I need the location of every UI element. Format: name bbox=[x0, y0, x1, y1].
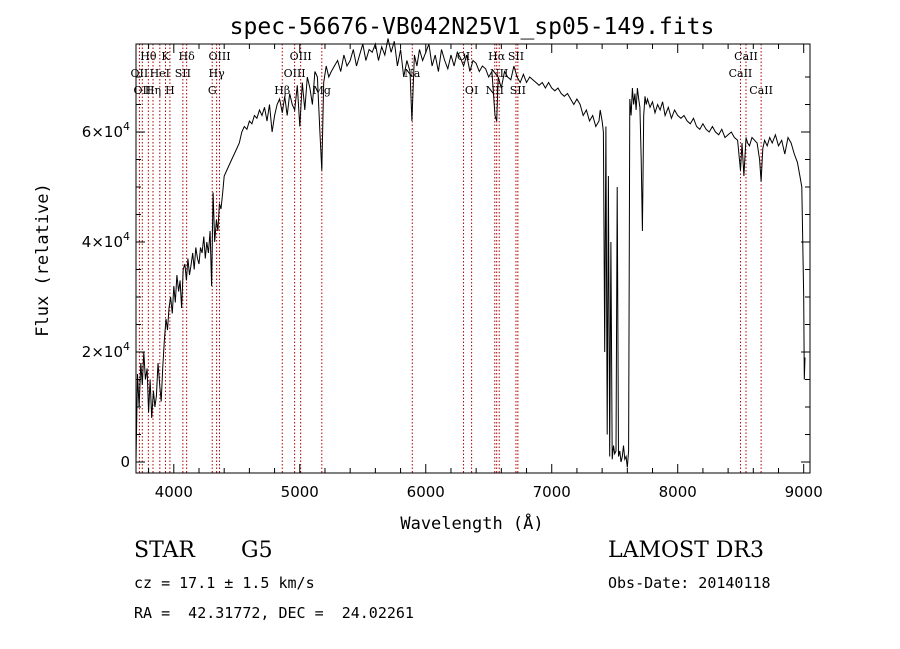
spectral-line-label: Na bbox=[404, 67, 421, 80]
x-tick-label: 9000 bbox=[785, 483, 823, 501]
spectral-line-labels: OIIOIIHθHηHeIKHSIIHδGHγOIIIHβOIIIOIIIMgN… bbox=[131, 50, 773, 97]
spectral-line-label: Hβ bbox=[274, 84, 290, 97]
spectral-line-label: OII bbox=[133, 84, 151, 97]
y-tick-label: 6×104 bbox=[82, 120, 130, 141]
spectral-line-label: OIII bbox=[284, 67, 306, 80]
x-tick-label: 6000 bbox=[407, 483, 445, 501]
spectral-line-label: Hα bbox=[488, 50, 506, 63]
y-tick-mantissa: 6×10 bbox=[82, 123, 123, 141]
spectral-line-label: H bbox=[165, 84, 175, 97]
spectral-line-label: SII bbox=[508, 50, 524, 63]
spectral-line-label: Hθ bbox=[140, 50, 157, 63]
spectral-line-label: CaII bbox=[749, 84, 773, 97]
chart-title: spec-56676-VB042N25V1_sp05-149.fits bbox=[230, 14, 715, 40]
spectral-line-label: SII bbox=[175, 67, 191, 80]
spectral-line-label: Hδ bbox=[179, 50, 196, 63]
y-axis-label: Flux (relative) bbox=[33, 183, 53, 337]
y-tick-label: 4×104 bbox=[82, 230, 130, 251]
x-tick-label: 7000 bbox=[533, 483, 571, 501]
spectral-line-label: OII bbox=[131, 67, 149, 80]
x-tick-label: 5000 bbox=[281, 483, 319, 501]
spectral-line-label: Hγ bbox=[209, 67, 226, 80]
y-tick-exponent: 4 bbox=[123, 340, 130, 353]
x-axis-label: Wavelength (Å) bbox=[400, 512, 543, 534]
spectral-line-label: HeI bbox=[150, 67, 170, 80]
y-tick-label: 0 bbox=[120, 453, 130, 471]
ra-dec-coordinates: RA = 42.31772, DEC = 24.02261 bbox=[134, 604, 414, 622]
y-tick-mantissa: 4×10 bbox=[82, 233, 123, 251]
spectrum-line bbox=[135, 38, 806, 468]
spectral-line-label: CaII bbox=[729, 67, 753, 80]
spectral-line-label: CaII bbox=[734, 50, 758, 63]
x-tick-label: 8000 bbox=[659, 483, 697, 501]
spectral-line-label: Mg bbox=[313, 84, 331, 97]
spectral-line-label: OIII bbox=[290, 50, 312, 63]
spectral-line-label: OIII bbox=[208, 50, 230, 63]
y-tick-label: 2×104 bbox=[82, 340, 130, 361]
redshift-cz: cz = 17.1 ± 1.5 km/s bbox=[134, 574, 315, 592]
y-tick-exponent: 4 bbox=[123, 120, 130, 133]
spectral-line-label: K bbox=[161, 50, 170, 63]
object-subclass: G5 bbox=[241, 538, 273, 563]
survey-name: LAMOST DR3 bbox=[608, 538, 764, 563]
y-tick-mantissa: 0 bbox=[120, 453, 130, 471]
plot-frame bbox=[135, 43, 811, 474]
spectral-line-label: Hη bbox=[145, 84, 161, 97]
x-tick-label: 4000 bbox=[155, 483, 193, 501]
spectral-line-label: OI bbox=[457, 50, 470, 63]
spectral-line-label: G bbox=[208, 84, 217, 97]
spectral-line-label: NII bbox=[486, 84, 504, 97]
y-tick-mantissa: 2×10 bbox=[82, 343, 123, 361]
observation-date: Obs-Date: 20140118 bbox=[608, 574, 771, 592]
y-tick-exponent: 4 bbox=[123, 230, 130, 243]
x-axis-ticks: 4000 5000 6000 7000 8000 9000 bbox=[148, 44, 823, 501]
object-class: STAR bbox=[134, 538, 195, 563]
spectral-line-label: SII bbox=[510, 84, 526, 97]
spectral-line-label: OI bbox=[465, 84, 478, 97]
